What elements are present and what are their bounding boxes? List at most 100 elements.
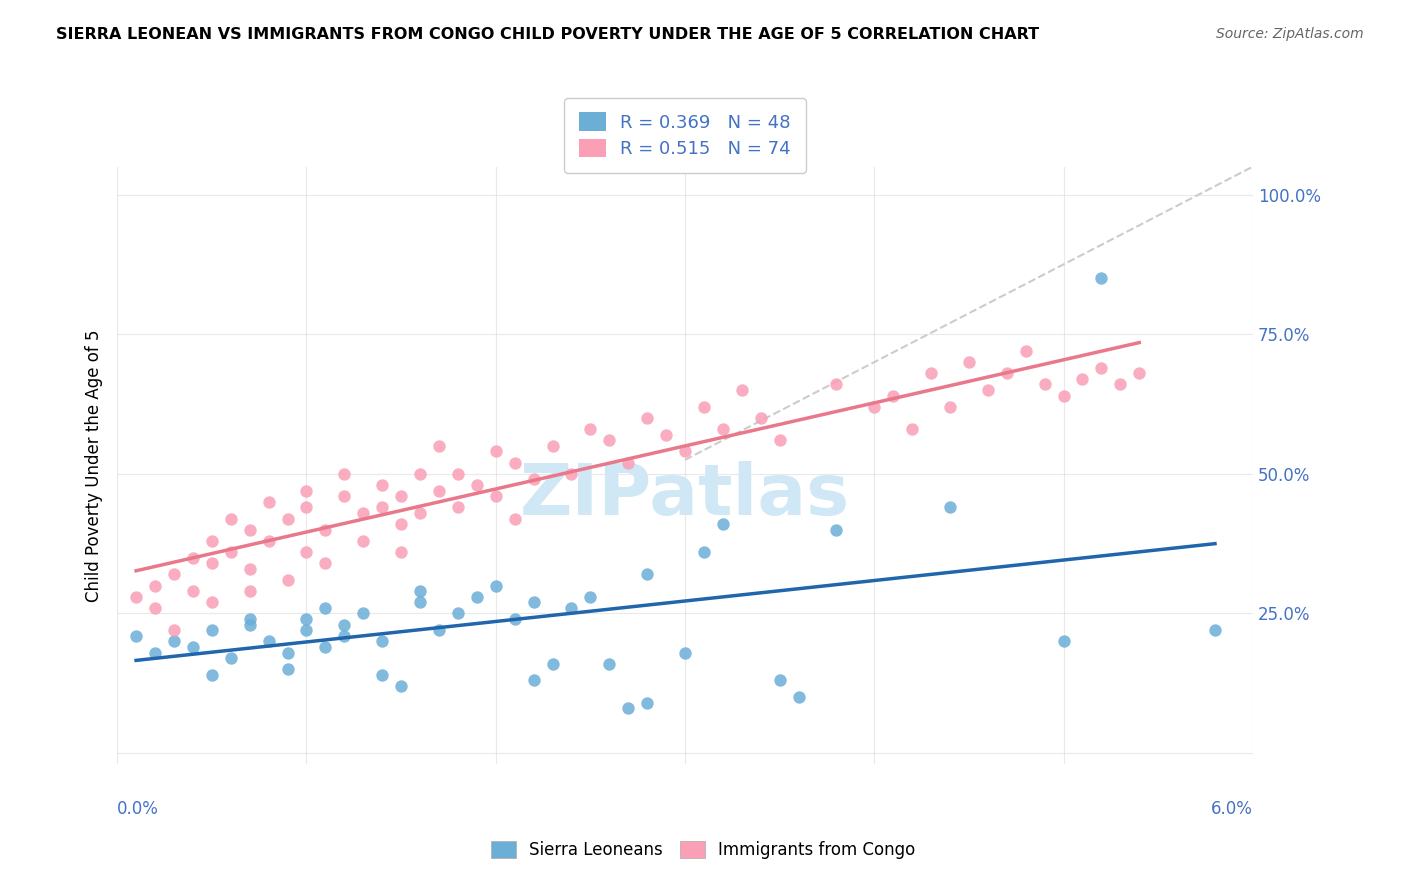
Point xyxy=(523,673,546,688)
Point xyxy=(295,624,318,638)
Text: 0.0%: 0.0% xyxy=(117,800,159,818)
Point xyxy=(277,646,299,660)
Point xyxy=(655,427,678,442)
Point xyxy=(523,472,546,486)
Point xyxy=(409,467,432,481)
Point xyxy=(465,478,488,492)
Point xyxy=(485,489,508,503)
Point xyxy=(371,478,394,492)
Point xyxy=(352,533,374,548)
Point xyxy=(787,690,810,705)
Point xyxy=(201,556,224,570)
Point xyxy=(371,634,394,648)
Point xyxy=(1052,634,1074,648)
Point xyxy=(277,511,299,525)
Point xyxy=(239,523,262,537)
Point xyxy=(257,533,280,548)
Text: 6.0%: 6.0% xyxy=(1211,800,1253,818)
Point xyxy=(825,523,848,537)
Point xyxy=(219,545,242,559)
Point xyxy=(409,595,432,609)
Point xyxy=(143,578,166,592)
Point xyxy=(523,595,546,609)
Point xyxy=(201,624,224,638)
Point xyxy=(333,617,356,632)
Point xyxy=(257,495,280,509)
Point xyxy=(1071,372,1094,386)
Point xyxy=(863,400,886,414)
Text: ZIPatlas: ZIPatlas xyxy=(520,461,851,530)
Point xyxy=(333,629,356,643)
Point xyxy=(163,567,186,582)
Point xyxy=(181,550,204,565)
Point xyxy=(711,517,734,532)
Point xyxy=(239,617,262,632)
Point xyxy=(1033,377,1056,392)
Point xyxy=(219,511,242,525)
Y-axis label: Child Poverty Under the Age of 5: Child Poverty Under the Age of 5 xyxy=(86,329,103,602)
Point xyxy=(277,662,299,676)
Point xyxy=(371,500,394,515)
Point xyxy=(920,366,942,380)
Point xyxy=(882,389,904,403)
Point xyxy=(560,467,582,481)
Point xyxy=(295,545,318,559)
Point xyxy=(143,646,166,660)
Point xyxy=(1128,366,1150,380)
Point xyxy=(163,624,186,638)
Point xyxy=(314,523,336,537)
Point xyxy=(939,400,962,414)
Point xyxy=(314,556,336,570)
Point xyxy=(409,584,432,599)
Point xyxy=(636,411,658,425)
Point xyxy=(541,657,564,671)
Text: Source: ZipAtlas.com: Source: ZipAtlas.com xyxy=(1216,27,1364,41)
Point xyxy=(163,634,186,648)
Point xyxy=(143,600,166,615)
Point xyxy=(295,500,318,515)
Point xyxy=(201,533,224,548)
Point xyxy=(427,439,450,453)
Point xyxy=(579,590,602,604)
Point xyxy=(711,422,734,436)
Point xyxy=(1015,343,1038,358)
Point xyxy=(333,467,356,481)
Point xyxy=(995,366,1018,380)
Point xyxy=(939,500,962,515)
Point xyxy=(427,624,450,638)
Point xyxy=(731,383,754,397)
Point xyxy=(636,567,658,582)
Point xyxy=(825,377,848,392)
Point xyxy=(277,573,299,587)
Point xyxy=(447,467,470,481)
Point xyxy=(239,612,262,626)
Point xyxy=(503,612,526,626)
Point xyxy=(333,489,356,503)
Point xyxy=(957,355,980,369)
Point xyxy=(598,657,620,671)
Legend: Sierra Leoneans, Immigrants from Congo: Sierra Leoneans, Immigrants from Congo xyxy=(484,834,922,866)
Point xyxy=(295,483,318,498)
Point xyxy=(503,511,526,525)
Point xyxy=(485,444,508,458)
Point xyxy=(693,545,716,559)
Point xyxy=(352,607,374,621)
Point xyxy=(673,444,696,458)
Point xyxy=(1109,377,1132,392)
Point xyxy=(219,651,242,665)
Point xyxy=(541,439,564,453)
Point xyxy=(636,696,658,710)
Point xyxy=(239,584,262,599)
Point xyxy=(389,545,412,559)
Point xyxy=(485,578,508,592)
Point xyxy=(181,584,204,599)
Point xyxy=(673,646,696,660)
Point xyxy=(503,456,526,470)
Point xyxy=(617,701,640,715)
Point xyxy=(201,668,224,682)
Point xyxy=(447,607,470,621)
Point xyxy=(181,640,204,654)
Point xyxy=(465,590,488,604)
Point xyxy=(314,640,336,654)
Point xyxy=(239,562,262,576)
